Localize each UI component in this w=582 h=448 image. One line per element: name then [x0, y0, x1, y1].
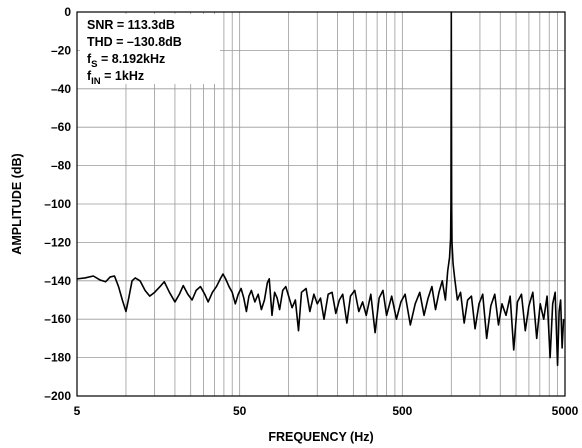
x-tick-label-3: 5000	[552, 404, 579, 418]
y-tick-label-4: –80	[51, 159, 71, 173]
y-tick-label-6: –120	[44, 235, 71, 249]
y-tick-label-3: –60	[51, 120, 71, 134]
annotation-line-2: fS = 8.192kHz	[87, 52, 165, 70]
y-tick-label-10: –200	[44, 389, 71, 403]
x-tick-label-2: 500	[392, 404, 412, 418]
y-axis-title: AMPLITUDE (dB)	[10, 153, 24, 254]
annotation-line-3: fIN = 1kHz	[87, 69, 144, 87]
y-tick-label-7: –140	[44, 274, 71, 288]
y-tick-label-5: –100	[44, 197, 71, 211]
y-tick-label-1: –20	[51, 43, 71, 57]
series-line-0	[76, 11, 565, 367]
x-axis-title: FREQUENCY (Hz)	[268, 430, 373, 444]
series-layer	[76, 11, 565, 367]
y-tick-label-2: –40	[51, 82, 71, 96]
y-tick-label-0: 0	[64, 5, 71, 19]
annotation-line-0: SNR = 113.3dB	[87, 18, 175, 32]
plot-frame	[76, 11, 566, 397]
y-tick-label-8: –160	[44, 312, 71, 326]
x-tick-label-0: 5	[74, 404, 81, 418]
annotation-box: SNR = 113.3dB THD = –130.8dB fS = 8.192kHz…	[80, 14, 220, 87]
y-tick-label-9: –180	[44, 351, 71, 365]
annotation-line-1: THD = –130.8dB	[87, 35, 182, 49]
annotation-background	[80, 14, 220, 84]
x-tick-label-1: 50	[233, 404, 247, 418]
